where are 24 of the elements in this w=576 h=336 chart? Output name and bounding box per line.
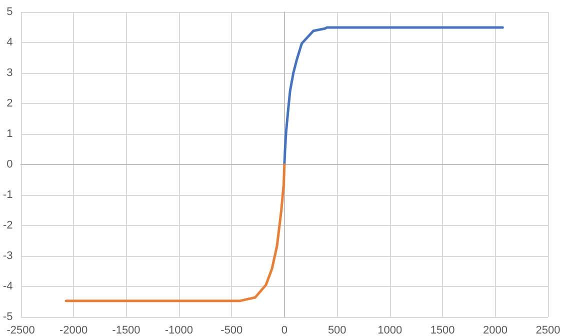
y-tick-label: 0 bbox=[6, 158, 13, 170]
x-tick-label: 1000 bbox=[378, 324, 402, 336]
y-tick-label: -4 bbox=[3, 280, 13, 292]
y-tick-label: 3 bbox=[6, 67, 13, 79]
x-tick-label: 2000 bbox=[483, 324, 508, 336]
line-series bbox=[283, 26, 504, 166]
x-tick-label: 500 bbox=[328, 324, 346, 336]
y-tick-label: 5 bbox=[6, 6, 13, 18]
x-tick-label: -2000 bbox=[59, 324, 88, 336]
x-tick-label: 0 bbox=[281, 324, 288, 336]
line-series bbox=[64, 163, 286, 302]
y-tick-label: -2 bbox=[3, 220, 13, 232]
y-tick-label: 1 bbox=[6, 128, 13, 140]
y-tick-label: -1 bbox=[3, 189, 13, 201]
x-tick-label: -500 bbox=[220, 324, 243, 336]
y-tick-label: 4 bbox=[6, 36, 13, 48]
x-tick-label: -1500 bbox=[112, 324, 140, 336]
y-tick-label: 2 bbox=[6, 98, 13, 110]
y-tick-label: -5 bbox=[3, 311, 13, 323]
y-tick-label: -3 bbox=[3, 250, 13, 262]
x-tick-label: 1500 bbox=[430, 324, 455, 336]
x-tick-label: -2500 bbox=[6, 324, 35, 336]
x-tick-label: 2500 bbox=[536, 324, 560, 336]
x-tick-label: -1000 bbox=[164, 324, 194, 336]
